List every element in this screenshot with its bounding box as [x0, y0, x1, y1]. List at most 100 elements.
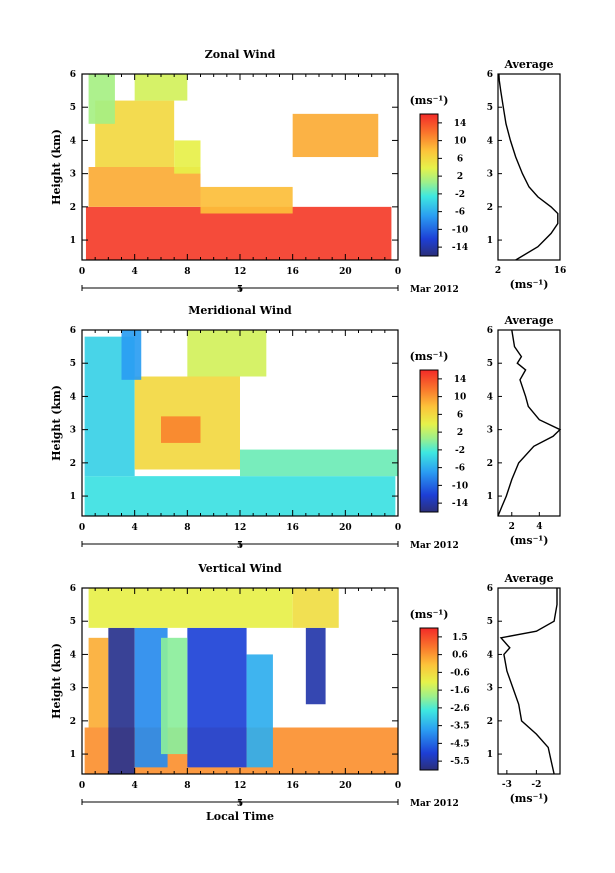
x-axis-label: Local Time [206, 810, 274, 823]
heatmap-region [240, 449, 398, 477]
colorbar-tick-label: 14 [454, 375, 467, 385]
month-label: Mar 2012 [410, 541, 459, 551]
y-axis-label: Height (km) [50, 385, 63, 461]
colorbar [419, 369, 439, 513]
heatmap-region [161, 637, 188, 755]
colorbar-tick-label: -10 [452, 225, 468, 235]
average-profile-line [499, 588, 558, 775]
colorbar-tick-label: 6 [457, 410, 463, 420]
x-tick-label: 20 [339, 267, 352, 277]
y-tick-label: 4 [70, 136, 76, 146]
date-label: 5 [237, 541, 243, 551]
heatmap-region [121, 330, 142, 380]
colorbar-tick-label: 2 [457, 428, 463, 438]
colorbar-unit: (ms⁻¹) [410, 94, 449, 107]
heatmap-region [246, 654, 273, 768]
colorbar-tick-label: -14 [452, 499, 468, 509]
avg-y-tick-label: 4 [487, 136, 493, 146]
avg-y-tick-label: 4 [487, 650, 493, 660]
avg-y-tick-label: 4 [487, 392, 493, 402]
heatmap-region [292, 588, 339, 628]
y-tick-label: 5 [70, 617, 76, 627]
avg-x-label: (ms⁻¹) [510, 792, 549, 805]
avg-x-tick-label: 4 [536, 522, 542, 532]
avg-y-tick-label: 1 [487, 492, 493, 502]
month-label: Mar 2012 [410, 285, 459, 295]
y-tick-label: 6 [70, 326, 76, 336]
y-axis-label: Height (km) [50, 129, 63, 205]
colorbar-tick-label: -10 [452, 481, 468, 491]
date-label: 5 [237, 799, 243, 809]
heatmap-region [88, 588, 293, 628]
y-tick-label: 4 [70, 650, 76, 660]
avg-y-tick-label: 3 [487, 426, 493, 436]
heatmap-region [88, 637, 109, 728]
avg-y-tick-label: 1 [487, 236, 493, 246]
avg-y-tick-label: 2 [487, 459, 493, 469]
average-frame [497, 73, 561, 261]
avg-x-tick-label: 2 [509, 522, 515, 532]
colorbar-tick-label: -1.6 [450, 686, 469, 696]
avg-y-tick-label: 5 [487, 103, 493, 113]
x-tick-label: 8 [184, 523, 190, 533]
colorbar-tick-label: 10 [454, 393, 467, 403]
avg-y-tick-label: 3 [487, 170, 493, 180]
avg-y-tick-label: 6 [487, 326, 493, 336]
heatmap-cells [84, 330, 398, 516]
heatmap-region [108, 627, 135, 774]
average-frame [497, 329, 561, 517]
y-tick-label: 6 [70, 584, 76, 594]
colorbar-unit: (ms⁻¹) [410, 350, 449, 363]
colorbar-tick-label: 10 [454, 137, 467, 147]
y-tick-label: 6 [70, 70, 76, 80]
x-tick-label: 0 [395, 523, 401, 533]
x-tick-label: 0 [395, 781, 401, 791]
y-tick-label: 5 [70, 103, 76, 113]
avg-x-tick-label: 16 [554, 266, 567, 276]
colorbar-tick-label: -14 [452, 243, 468, 253]
y-tick-label: 3 [70, 170, 76, 180]
heatmap-region [161, 416, 201, 443]
colorbar-tick-label: 2 [457, 172, 463, 182]
avg-x-tick-label: 2 [495, 266, 501, 276]
y-tick-label: 3 [70, 684, 76, 694]
date-label: 5 [237, 285, 243, 295]
avg-x-label: (ms⁻¹) [510, 278, 549, 291]
x-tick-label: 0 [395, 267, 401, 277]
colorbar-tick-label: -6 [455, 208, 465, 218]
x-tick-label: 12 [234, 523, 247, 533]
avg-y-tick-label: 1 [487, 750, 493, 760]
heatmap-region [85, 206, 392, 260]
y-tick-label: 5 [70, 359, 76, 369]
y-tick-label: 1 [70, 236, 76, 246]
heatmap-region [200, 186, 293, 214]
y-tick-label: 2 [70, 459, 76, 469]
panel-title: Meridional Wind [188, 304, 292, 317]
month-label: Mar 2012 [410, 799, 459, 809]
colorbar [419, 113, 439, 257]
avg-x-label: (ms⁻¹) [510, 534, 549, 547]
x-tick-label: 4 [132, 523, 138, 533]
avg-y-tick-label: 6 [487, 70, 493, 80]
avg-y-tick-label: 2 [487, 717, 493, 727]
heatmap-region [88, 74, 115, 124]
heatmap-region [174, 140, 201, 174]
colorbar-tick-label: 14 [454, 119, 467, 129]
average-title: Average [503, 572, 553, 585]
x-tick-label: 12 [234, 267, 247, 277]
heatmap-region [134, 74, 188, 101]
heatmap-cells [85, 74, 392, 260]
x-tick-label: 0 [79, 781, 85, 791]
x-tick-label: 0 [79, 523, 85, 533]
average-frame [497, 587, 561, 775]
heatmap-region [292, 113, 379, 158]
heatmap-cells [84, 588, 398, 774]
avg-y-tick-label: 5 [487, 359, 493, 369]
colorbar-tick-label: -2 [455, 190, 465, 200]
colorbar-unit: (ms⁻¹) [410, 608, 449, 621]
y-tick-label: 4 [70, 392, 76, 402]
colorbar-tick-label: 1.5 [452, 633, 468, 643]
